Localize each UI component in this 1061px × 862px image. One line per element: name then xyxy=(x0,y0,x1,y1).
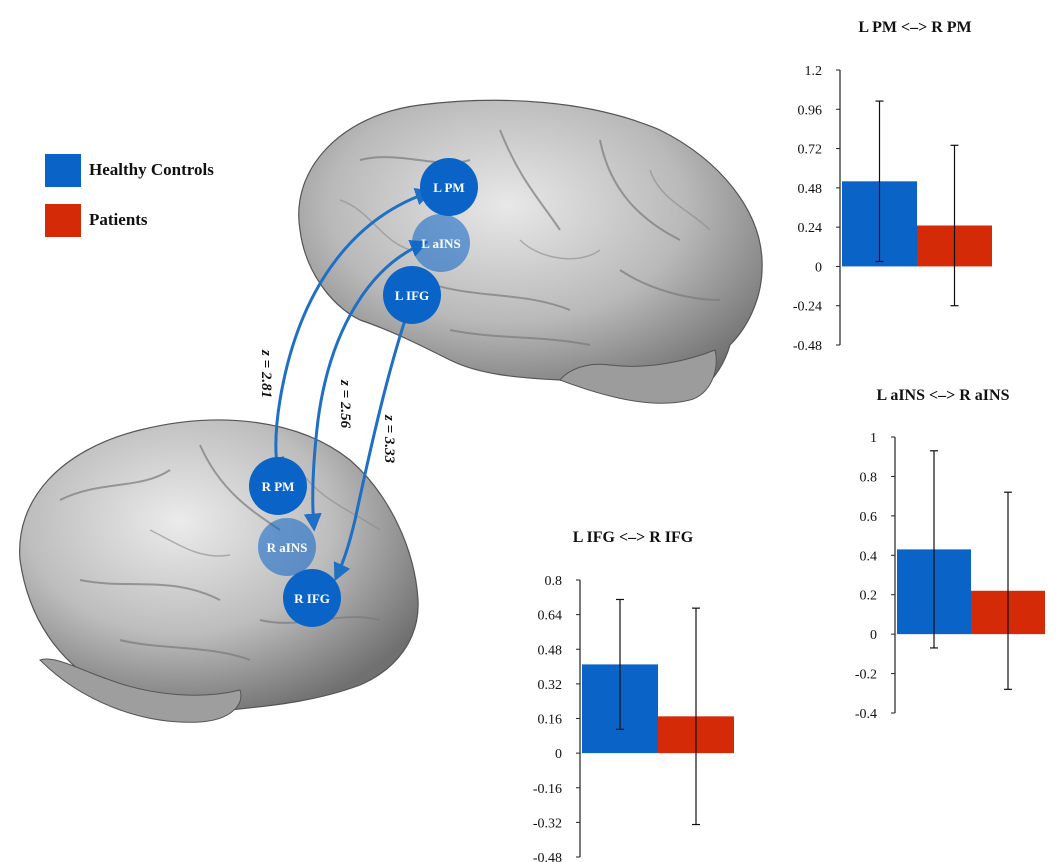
y-tick-label: 0.24 xyxy=(798,221,823,236)
y-tick-label: 0.4 xyxy=(860,549,878,564)
z-label-pm: z = 2.81 xyxy=(258,349,274,398)
y-tick-label: 0 xyxy=(815,260,822,275)
y-tick-label: 1.2 xyxy=(805,64,823,79)
node-r-ains: R aINS xyxy=(258,518,316,576)
y-tick-label: -0.48 xyxy=(793,339,822,354)
y-tick-label: -0.32 xyxy=(533,816,562,831)
legend-swatch-patients xyxy=(45,203,81,237)
y-tick-label: -0.24 xyxy=(793,300,822,315)
y-tick-label: 0.32 xyxy=(538,678,563,693)
node-l-ains: L aINS xyxy=(412,214,470,272)
left-hemisphere-brain xyxy=(298,99,763,404)
z-label-ifg: z = 3.33 xyxy=(381,414,397,464)
legend: Healthy Controls Patients xyxy=(45,145,214,245)
y-tick-label: 0.6 xyxy=(860,510,878,525)
y-tick-label: 0.2 xyxy=(860,589,878,604)
node-r-ifg: R IFG xyxy=(283,569,341,627)
legend-label-patients: Patients xyxy=(89,210,148,229)
legend-label-healthy-controls: Healthy Controls xyxy=(89,160,214,179)
y-tick-label: 1 xyxy=(870,431,877,446)
y-tick-label: 0 xyxy=(555,747,562,762)
chart-title: L PM <–> R PM xyxy=(858,19,971,36)
chart-title: L aINS <–> R aINS xyxy=(877,387,1010,404)
chart-l-ains-r-ains: L aINS <–> R aINS 1 0.8 0.6 0.4 0.2 0 -0.2 -0.4 xyxy=(855,387,1045,722)
svg-text:L aINS: L aINS xyxy=(421,236,460,251)
legend-item-patients: Patients xyxy=(45,195,214,245)
y-tick-label: 0.16 xyxy=(538,713,563,728)
svg-text:R PM: R PM xyxy=(262,479,295,494)
y-tick-label: -0.48 xyxy=(533,851,562,862)
svg-text:R IFG: R IFG xyxy=(294,591,330,606)
chart-title: L IFG <–> R IFG xyxy=(573,529,694,546)
y-tick-label: 0 xyxy=(870,628,877,643)
y-tick-label: -0.16 xyxy=(533,782,562,797)
y-tick-label: 0.48 xyxy=(798,182,823,197)
y-tick-label: 0.8 xyxy=(860,470,878,485)
svg-text:R aINS: R aINS xyxy=(267,540,308,555)
y-tick-label: 0.64 xyxy=(538,609,563,624)
y-tick-label: -0.4 xyxy=(855,707,877,722)
connection-arrows xyxy=(266,187,434,582)
node-l-ifg: L IFG xyxy=(383,266,441,324)
node-l-pm: L PM xyxy=(420,158,478,216)
legend-item-healthy-controls: Healthy Controls xyxy=(45,145,214,195)
chart-l-pm-r-pm: L PM <–> R PM 1.2 0.96 0.72 0.48 0.24 0 -0.24 -0… xyxy=(793,19,992,354)
y-tick-label: -0.2 xyxy=(855,668,877,683)
chart-l-ifg-r-ifg: L IFG <–> R IFG 0.8 0.64 0.48 0.32 0.16 0 -0.16… xyxy=(533,529,734,862)
svg-text:L PM: L PM xyxy=(433,180,464,195)
svg-text:L IFG: L IFG xyxy=(395,288,429,303)
y-tick-label: 0.8 xyxy=(545,574,563,589)
y-tick-label: 0.48 xyxy=(538,643,563,658)
z-label-ains: z = 2.56 xyxy=(337,379,353,429)
y-tick-label: 0.96 xyxy=(798,103,823,118)
node-r-pm: R PM xyxy=(249,457,307,515)
y-tick-label: 0.72 xyxy=(798,143,823,158)
legend-swatch-healthy-controls xyxy=(45,153,81,187)
right-hemisphere-brain xyxy=(19,419,419,723)
